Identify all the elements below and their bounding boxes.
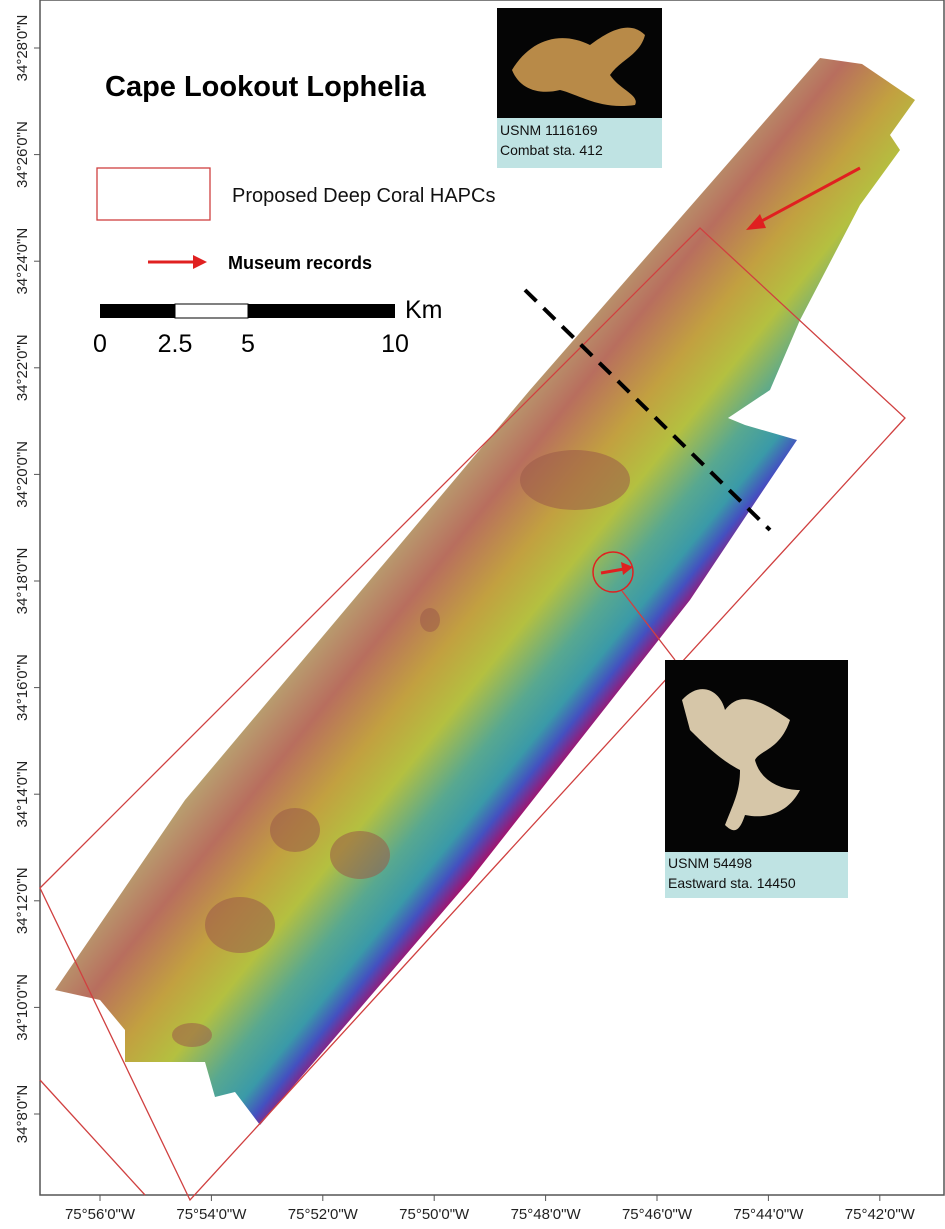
legend-hapc-label: Proposed Deep Coral HAPCs (232, 185, 495, 207)
lon-label: 75°42'0"W (845, 1206, 916, 1223)
lon-label: 75°44'0"W (733, 1206, 804, 1223)
scale-label: 10 (381, 330, 409, 358)
lon-label: 75°50'0"W (399, 1206, 470, 1223)
scale-bar-segment (100, 304, 175, 318)
map: Cape Lookout Lophelia Proposed Deep Cora… (0, 0, 945, 1229)
lat-label: 34°22'0"N (14, 334, 31, 401)
lon-label: 75°46'0"W (622, 1206, 693, 1223)
lat-label: 34°14'0"N (14, 761, 31, 828)
specimen-catalog: USNM 54498 (668, 855, 752, 871)
lat-label: 34°12'0"N (14, 867, 31, 934)
specimen-station: Combat sta. 412 (500, 142, 603, 158)
lon-label: 75°56'0"W (65, 1206, 136, 1223)
lon-label: 75°48'0"W (511, 1206, 582, 1223)
scale-bar-segment (248, 304, 395, 318)
scale-label: 5 (241, 330, 255, 358)
lat-label: 34°26'0"N (14, 121, 31, 188)
scale-label: 0 (93, 330, 107, 358)
lat-label: 34°8'0"N (14, 1085, 31, 1143)
scale-label: 2.5 (158, 330, 193, 358)
legend-museum-label: Museum records (228, 253, 372, 273)
lon-label: 75°54'0"W (176, 1206, 247, 1223)
body: Cape Lookout Lophelia Proposed Deep Cora… (0, 0, 945, 1229)
lat-label: 34°18'0"N (14, 548, 31, 615)
scale-bar-segment (175, 304, 248, 318)
lat-label: 34°28'0"N (14, 15, 31, 82)
lat-label: 34°24'0"N (14, 228, 31, 295)
lon-label: 75°52'0"W (288, 1206, 359, 1223)
specimen-catalog: USNM 1116169 (500, 122, 598, 138)
lat-label: 34°20'0"N (14, 441, 31, 508)
specimen-station: Eastward sta. 14450 (668, 875, 796, 891)
page: Cape Lookout Lophelia {"title": "Cape Lo… (0, 0, 945, 1229)
lat-label: 34°16'0"N (14, 654, 31, 721)
scale-unit: Km (405, 296, 443, 324)
map-title: Cape Lookout Lophelia (105, 71, 426, 103)
lat-label: 34°10'0"N (14, 974, 31, 1041)
